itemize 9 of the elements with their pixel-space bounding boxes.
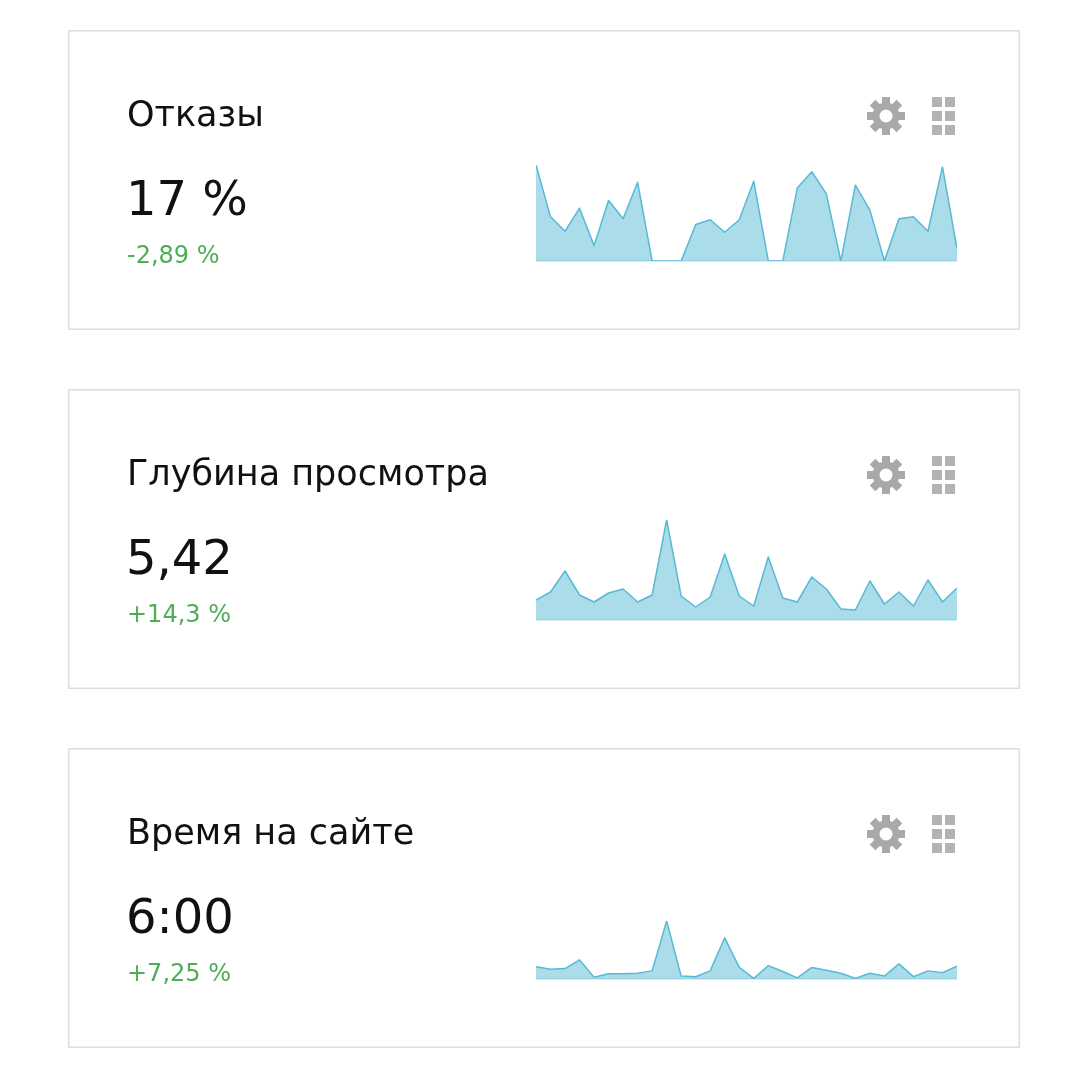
text: Отказы — [127, 94, 264, 134]
text: +7,25 % — [127, 959, 231, 987]
chart-title: Время на сайте — [127, 812, 415, 852]
text: 5,42 — [126, 529, 233, 585]
text: -2,89 % — [127, 241, 220, 269]
text: +14,3 % — [127, 600, 231, 628]
chart-title: Глубина просмотра — [127, 453, 489, 493]
text: 6:00 — [126, 888, 234, 944]
text: 17 % — [126, 170, 248, 226]
